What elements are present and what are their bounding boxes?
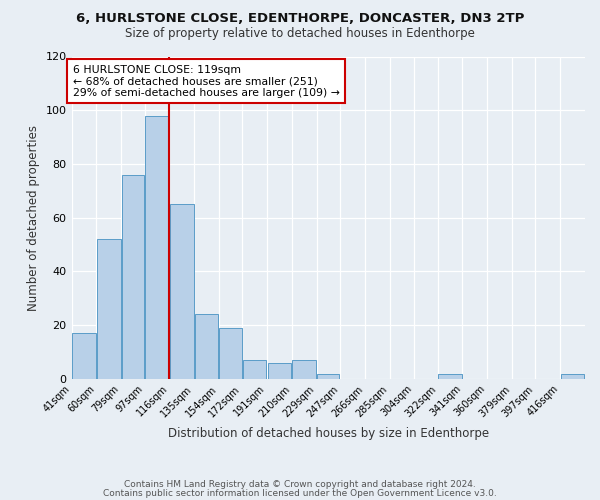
Bar (243, 360, 266, 379)
Bar (194, 314, 218, 379)
Text: Size of property relative to detached houses in Edenthorpe: Size of property relative to detached ho… (125, 28, 475, 40)
Bar (268, 363, 291, 379)
Text: Contains public sector information licensed under the Open Government Licence v3: Contains public sector information licen… (103, 488, 497, 498)
Text: Contains HM Land Registry data © Crown copyright and database right 2024.: Contains HM Land Registry data © Crown c… (124, 480, 476, 489)
Bar (438, 374, 462, 379)
Bar (317, 374, 340, 379)
Text: 6, HURLSTONE CLOSE, EDENTHORPE, DONCASTER, DN3 2TP: 6, HURLSTONE CLOSE, EDENTHORPE, DONCASTE… (76, 12, 524, 26)
Bar (97, 239, 121, 379)
Bar (292, 360, 316, 379)
Y-axis label: Number of detached properties: Number of detached properties (27, 124, 40, 310)
Bar (145, 116, 169, 379)
Bar (220, 328, 242, 379)
Bar (561, 374, 584, 379)
X-axis label: Distribution of detached houses by size in Edenthorpe: Distribution of detached houses by size … (168, 427, 489, 440)
Text: 6 HURLSTONE CLOSE: 119sqm
← 68% of detached houses are smaller (251)
29% of semi: 6 HURLSTONE CLOSE: 119sqm ← 68% of detac… (73, 64, 340, 98)
Bar (72, 333, 96, 379)
Bar (170, 204, 194, 379)
Bar (122, 174, 144, 379)
